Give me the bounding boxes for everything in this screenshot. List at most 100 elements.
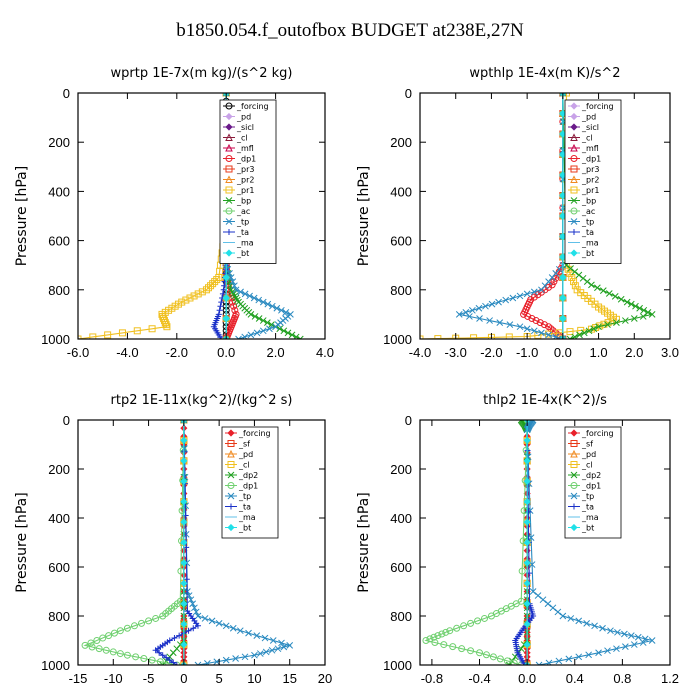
data-point-tp (245, 629, 252, 637)
data-point-bt (559, 273, 567, 282)
data-point-tp (575, 653, 583, 661)
data-point-tp (544, 600, 552, 608)
data-point-dp1 (458, 645, 466, 653)
data-point-dp1 (130, 622, 138, 630)
legend-marker (570, 123, 578, 131)
data-point-tp (282, 308, 290, 316)
data-point-tp (538, 329, 545, 337)
data-point-pr1 (186, 294, 194, 302)
legend-label: _ma (581, 239, 599, 248)
data-point-dp1 (467, 647, 475, 655)
data-point-bt (523, 518, 531, 526)
legend-label: _mfl (581, 144, 599, 153)
legend-label: _pr1 (581, 186, 599, 195)
data-point-tp (523, 290, 531, 298)
data-point-dp1 (152, 614, 160, 622)
data-point-bp (230, 290, 237, 298)
data-point-tp (264, 300, 272, 308)
x-tick-label: 15 (282, 671, 296, 686)
chart-title: wpthlp 1E-4x(m K)/s^2 (469, 66, 620, 81)
legend-marker (570, 218, 578, 225)
data-point-ta (173, 662, 180, 665)
data-point-bp (251, 313, 259, 320)
data-point-tp (506, 321, 514, 329)
legend-label: _tp (581, 218, 594, 227)
x-tick-label: 10 (247, 671, 261, 686)
legend-marker (570, 207, 578, 215)
data-point-tp (236, 627, 244, 635)
data-point-bp (605, 290, 613, 297)
y-tick-label: 400 (48, 184, 70, 199)
data-point-bp (575, 271, 583, 279)
data-point-bp (255, 315, 263, 322)
data-point-tp (530, 288, 538, 296)
legend-marker (570, 133, 578, 141)
y-tick-label: 1000 (41, 332, 70, 347)
data-point-tp (180, 420, 188, 424)
legend-label: _sf (238, 440, 250, 449)
data-point-dp1 (123, 651, 131, 659)
data-point-tp (539, 596, 547, 604)
x-tick-label: 0.0 (217, 345, 235, 360)
data-point-bp (231, 292, 239, 300)
legend-label: _ma (238, 513, 256, 522)
data-point-bp (595, 323, 602, 331)
series-group (422, 420, 656, 665)
legend-label: _pr3 (236, 165, 254, 174)
data-point-tp (191, 604, 198, 612)
data-point-tp (585, 651, 593, 659)
legend: _forcing _sf_pd _cl_dp2 _dp1_tp _ta_ma _bt (564, 426, 622, 539)
legend-marker (570, 482, 578, 489)
y-tick-label: 200 (48, 462, 70, 477)
legend-label: _sicl (581, 123, 599, 132)
legend-label: _pr2 (236, 176, 254, 185)
x-tick-label: -2.0 (166, 345, 188, 360)
data-point-tp (496, 319, 504, 326)
data-point-bp (567, 265, 574, 272)
data-point-tp (253, 329, 261, 337)
legend-label: _pd (581, 450, 596, 459)
data-point-bp (632, 302, 639, 310)
data-point-dp1 (545, 283, 553, 291)
x-tick-label: -4.0 (116, 345, 138, 360)
data-point-tp (639, 639, 647, 646)
data-point-pr1 (211, 278, 219, 286)
data-point-pr1 (162, 321, 170, 329)
data-point-tp (246, 292, 254, 300)
legend-label: _bt (236, 249, 249, 258)
data-point-tp (192, 608, 200, 616)
data-point-bp (630, 315, 638, 322)
data-point-tp (255, 296, 263, 304)
x-tick-label: -4.0 (409, 345, 431, 360)
legend-marker (226, 229, 232, 235)
legend-marker (227, 449, 235, 458)
data-point-dp1 (482, 651, 490, 659)
x-tick-label: -15 (69, 671, 88, 686)
data-point-dp1 (95, 645, 103, 653)
y-tick-label: 1000 (383, 332, 412, 347)
legend-marker (571, 229, 577, 235)
y-tick-label: 0 (63, 86, 70, 101)
legend-marker (570, 461, 578, 468)
data-point-dp1 (474, 617, 482, 625)
data-point-tp (235, 335, 242, 339)
x-tick-label: -5 (143, 671, 155, 686)
data-point-tp (634, 633, 642, 641)
y-tick-label: 1000 (41, 658, 70, 673)
data-point-tp (567, 615, 575, 622)
plot-frame (77, 92, 326, 340)
data-point-bt (523, 457, 531, 465)
data-point-bt (222, 273, 230, 282)
data-point-bt (523, 579, 531, 587)
data-point-tp (253, 632, 261, 639)
legend-label: _ta (581, 228, 594, 237)
data-point-pr1 (209, 280, 217, 288)
legend-marker (570, 249, 578, 257)
data-point-tp (535, 661, 543, 665)
data-point-pr1 (207, 282, 215, 290)
legend-marker (570, 165, 578, 173)
data-point-bp (627, 300, 635, 308)
data-point-tp (469, 306, 476, 314)
data-point-pr1 (555, 329, 563, 337)
